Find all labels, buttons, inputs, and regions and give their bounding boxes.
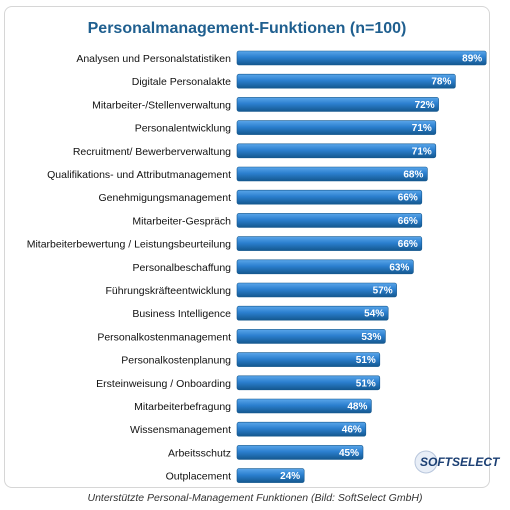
category-label: Genehmigungsmanagement: [98, 192, 231, 204]
bar: [236, 398, 372, 414]
bar: [236, 120, 437, 135]
category-label: Personalkostenmanagement: [97, 331, 231, 343]
bar: [236, 445, 364, 460]
category-label: Business Intelligence: [132, 308, 231, 320]
category-label: Qualifikations- und Attributmanagement: [47, 169, 231, 181]
category-label: Personalbeschaffung: [133, 262, 232, 274]
category-label: Mitarbeiter-/Stellenverwaltung: [92, 99, 231, 111]
value-label: 48%: [347, 402, 367, 413]
category-label: Personalentwicklung: [135, 123, 231, 135]
image-caption: Unterstützte Personal-Management Funktio…: [87, 492, 423, 504]
bar: [236, 166, 428, 182]
softselect-logo: SOFTSELECT: [414, 450, 501, 474]
bar: [236, 213, 423, 228]
category-label: Digitale Personalakte: [132, 76, 231, 88]
bar: [236, 259, 414, 275]
value-label: 66%: [398, 216, 418, 227]
value-label: 54%: [364, 309, 384, 320]
category-label: Ersteinweisung / Onboarding: [96, 378, 231, 390]
chart-title: Personalmanagement-Funktionen (n=100): [88, 20, 407, 37]
bar: [236, 189, 423, 205]
value-label: 71%: [412, 123, 432, 134]
value-label: 51%: [356, 378, 376, 389]
value-label: 89%: [462, 54, 482, 65]
category-label: Analysen und Personalstatistiken: [76, 53, 231, 65]
bar: [236, 468, 305, 483]
value-label: 63%: [389, 262, 409, 273]
logo-text: SOFTSELECT: [420, 455, 501, 469]
value-label: 46%: [342, 425, 362, 436]
value-label: 78%: [431, 77, 451, 88]
category-label: Mitarbeiter-Gespräch: [132, 215, 231, 227]
bars-group: [236, 50, 487, 483]
value-label: 24%: [280, 471, 300, 482]
category-label: Führungskräfteentwicklung: [106, 285, 232, 297]
bar-chart: Personalmanagement-Funktionen (n=100) An…: [27, 20, 501, 483]
value-label: 51%: [356, 355, 376, 366]
bar: [236, 375, 381, 391]
category-label: Outplacement: [166, 471, 231, 483]
bar: [236, 305, 389, 321]
category-label: Recruitment/ Bewerberverwaltung: [73, 146, 231, 158]
bar: [236, 236, 423, 251]
value-label: 66%: [398, 239, 418, 250]
value-label: 68%: [403, 170, 423, 181]
value-labels: 89% 78% 72% 71% 71% 68% 66% 66% 66% 63% 57% 54% 53% 5…: [280, 54, 482, 483]
bar: [236, 421, 367, 437]
value-label: 45%: [339, 448, 359, 459]
value-label: 72%: [415, 100, 435, 111]
category-label: Mitarbeiterbefragung: [134, 401, 231, 413]
category-label: Wissensmanagement: [130, 424, 231, 436]
value-label: 71%: [412, 146, 432, 157]
bar: [236, 73, 456, 89]
value-label: 66%: [398, 193, 418, 204]
bar: [236, 50, 487, 66]
bar: [236, 282, 397, 298]
category-labels: Analysen und Personalstatistiken Digitale…: [27, 53, 231, 483]
category-label: Mitarbeiterbewertung / Leistungsbeurteil…: [27, 239, 231, 251]
bar: [236, 97, 439, 112]
category-label: Arbeitsschutz: [168, 447, 231, 459]
value-label: 57%: [373, 286, 393, 297]
value-label: 53%: [361, 332, 381, 343]
bar: [236, 143, 437, 159]
category-label: Personalkostenplanung: [121, 355, 231, 367]
bar: [236, 352, 381, 367]
bar: [236, 329, 386, 344]
